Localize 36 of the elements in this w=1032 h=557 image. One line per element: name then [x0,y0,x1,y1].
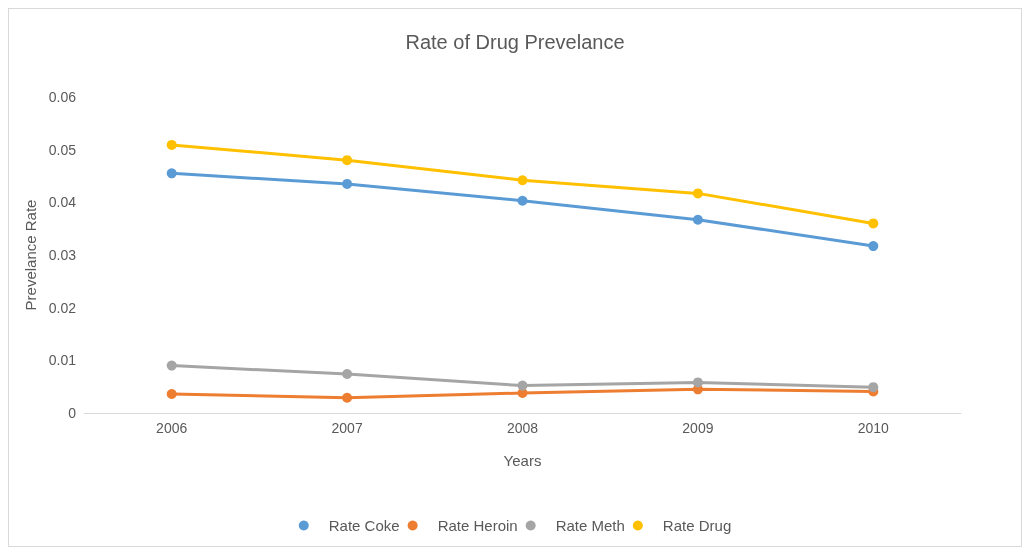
y-tick-label: 0.05 [48,141,77,158]
x-tick-label: 2010 [857,420,890,436]
point [342,178,353,189]
point [166,360,177,371]
point [342,369,353,380]
y-tick-label: 0 [68,405,77,421]
x-tick-label: 2006 [156,420,188,436]
point [342,392,353,403]
y-tick-label: 0.02 [48,299,77,316]
x-tick-label: 2008 [506,420,539,436]
y-tick-label: 0.03 [48,247,77,263]
point [868,241,879,252]
x-tick-label: 2007 [331,420,363,436]
legend-label: Rate Meth [555,517,625,534]
point [692,214,703,225]
legend-label: Rate Coke [328,517,400,534]
x-tick-label: 2009 [682,420,714,436]
point [166,168,177,179]
point [517,195,528,206]
point [517,380,528,391]
legend-label: Rate Heroin [437,517,518,534]
legend-label: Rate Drug [662,517,732,534]
y-tick-label: 0.06 [48,89,77,105]
y-tick-label: 0.04 [48,194,77,211]
point [868,218,879,229]
chart-title: Rate of Drug Prevelance [405,31,625,53]
point [692,377,703,388]
point [166,139,177,150]
point [692,188,703,199]
point [517,175,528,186]
point [868,382,879,393]
x-axis-title: Years [503,452,542,469]
point [342,155,353,166]
y-axis-title: Prevelance Rate [21,199,39,311]
y-tick-label: 0.01 [48,352,77,369]
point [166,389,177,400]
